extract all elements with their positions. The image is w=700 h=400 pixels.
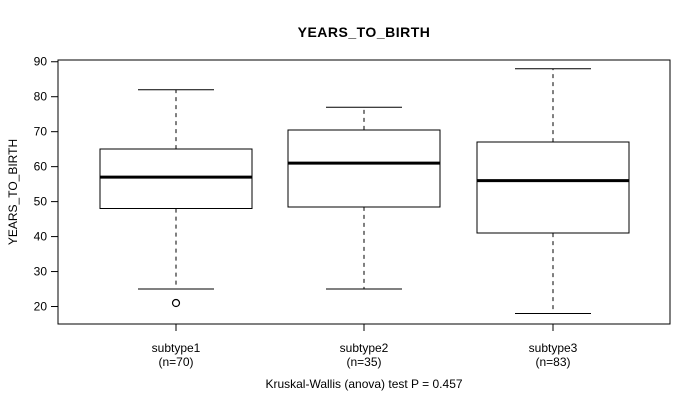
y-tick-label: 50 [34, 195, 48, 209]
y-tick-label: 40 [34, 230, 48, 244]
iqr-box [287, 129, 441, 208]
y-tick-label: 20 [34, 300, 48, 314]
y-tick-label: 70 [34, 125, 48, 139]
y-tick-label: 90 [34, 55, 48, 69]
y-tick-label: 30 [34, 265, 48, 279]
x-group-label: subtype1 [152, 341, 201, 355]
iqr-box [476, 141, 630, 234]
x-group-label: subtype2 [340, 341, 389, 355]
iqr-box [99, 148, 253, 210]
outlier-point [171, 298, 181, 308]
y-tick-label: 80 [34, 90, 48, 104]
x-group-label: subtype3 [529, 341, 578, 355]
x-group-count-label: (n=83) [535, 355, 570, 369]
x-group-count-label: (n=70) [158, 355, 193, 369]
stat-test-caption: Kruskal-Wallis (anova) test P = 0.457 [265, 377, 463, 391]
y-tick-label: 60 [34, 160, 48, 174]
x-group-count-label: (n=35) [346, 355, 381, 369]
chart-title: YEARS_TO_BIRTH [297, 24, 431, 40]
